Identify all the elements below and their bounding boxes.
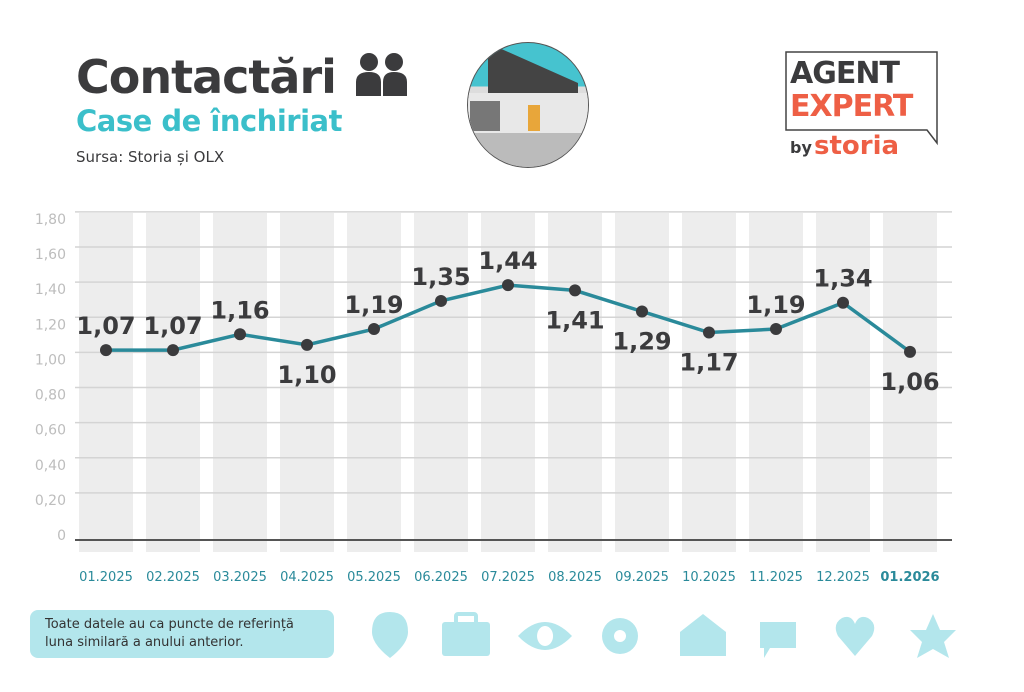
data-label: 1,17 (679, 349, 738, 377)
column-band (79, 213, 133, 552)
data-point (234, 328, 246, 341)
logo-agent: AGENT (790, 56, 900, 91)
logo-storia: storia (814, 131, 899, 160)
data-point (167, 344, 179, 357)
y-tick-label: 1,40 (35, 282, 66, 298)
y-tick-label: 1,00 (35, 352, 66, 368)
x-tick-label: 08.2025 (548, 570, 602, 585)
x-tick-label: 12.2025 (816, 570, 870, 585)
footnote: Toate datele au ca puncte de referință l… (30, 610, 334, 658)
data-label: 1,34 (813, 265, 872, 293)
y-tick-label: 1,80 (35, 212, 66, 228)
logo-by: by (790, 138, 812, 157)
column-band (481, 213, 535, 552)
column-band (213, 213, 267, 552)
y-tick-label: 0,40 (35, 458, 66, 474)
chat-bubble-icon (760, 622, 796, 658)
footnote-line2: luna similară a anului anterior. (45, 635, 244, 650)
data-point (837, 296, 849, 309)
x-tick-label: 01.2025 (79, 570, 133, 585)
data-point (301, 338, 313, 351)
data-label: 1,06 (880, 368, 939, 396)
decorative-icons (372, 612, 956, 658)
column-band (682, 213, 736, 552)
y-tick-label: 1,60 (35, 247, 66, 263)
column-band (414, 213, 468, 552)
data-point (770, 323, 782, 336)
house-icon (680, 614, 726, 656)
data-point (636, 305, 648, 318)
people-icon (356, 53, 407, 96)
y-tick-label: 0,60 (35, 423, 66, 439)
location-pin-icon (372, 612, 408, 658)
star-icon (910, 614, 956, 658)
data-label: 1,29 (612, 327, 671, 355)
data-label: 1,19 (344, 291, 403, 319)
y-tick-label: 0,80 (35, 388, 66, 404)
data-label: 1,16 (210, 296, 269, 324)
column-band (280, 213, 334, 552)
flower-icon (602, 618, 638, 654)
data-label: 1,07 (76, 312, 135, 340)
data-label: 1,35 (411, 263, 470, 291)
agent-expert-logo: AGENT EXPERT by storia (782, 50, 942, 164)
source-text: Sursa: Storia și OLX (76, 148, 225, 166)
data-label: 1,10 (277, 361, 336, 389)
column-band (347, 213, 401, 552)
column-band (548, 213, 602, 552)
data-label: 1,44 (478, 247, 537, 275)
page-subtitle: Case de închiriat (76, 104, 342, 138)
column-band (749, 213, 803, 552)
column-band (883, 213, 937, 552)
x-tick-label: 01.2026 (880, 570, 939, 585)
page-title: Contactări (76, 50, 337, 104)
data-point (435, 294, 447, 307)
data-point (100, 344, 112, 357)
x-tick-label: 11.2025 (749, 570, 803, 585)
data-point (703, 326, 715, 339)
y-tick-label: 0,20 (35, 493, 66, 509)
x-tick-label: 03.2025 (213, 570, 267, 585)
footnote-line1: Toate datele au ca puncte de referință (45, 617, 294, 632)
x-tick-label: 02.2025 (146, 570, 200, 585)
y-tick-label: 1,20 (35, 317, 66, 333)
y-tick-label: 0 (57, 528, 66, 544)
heart-icon (835, 616, 875, 656)
x-tick-label: 09.2025 (615, 570, 669, 585)
data-point (502, 279, 514, 292)
x-tick-label: 07.2025 (481, 570, 535, 585)
x-tick-label: 05.2025 (347, 570, 401, 585)
eye-icon (518, 622, 572, 650)
data-point (569, 284, 581, 297)
data-label: 1,07 (143, 312, 202, 340)
column-band (615, 213, 669, 552)
line-chart: 0 0,20 0,40 0,60 0,80 1,00 1,20 1,40 1,60 1,80 1,0… (35, 211, 952, 585)
data-point (904, 345, 916, 358)
briefcase-icon (442, 612, 490, 656)
data-point (368, 323, 380, 336)
column-band (146, 213, 200, 552)
x-tick-label: 04.2025 (280, 570, 334, 585)
data-label: 1,41 (545, 306, 604, 334)
data-label: 1,19 (746, 291, 805, 319)
column-band (816, 213, 870, 552)
x-tick-label: 10.2025 (682, 570, 736, 585)
x-tick-label: 06.2025 (414, 570, 468, 585)
logo-expert: EXPERT (790, 89, 914, 124)
